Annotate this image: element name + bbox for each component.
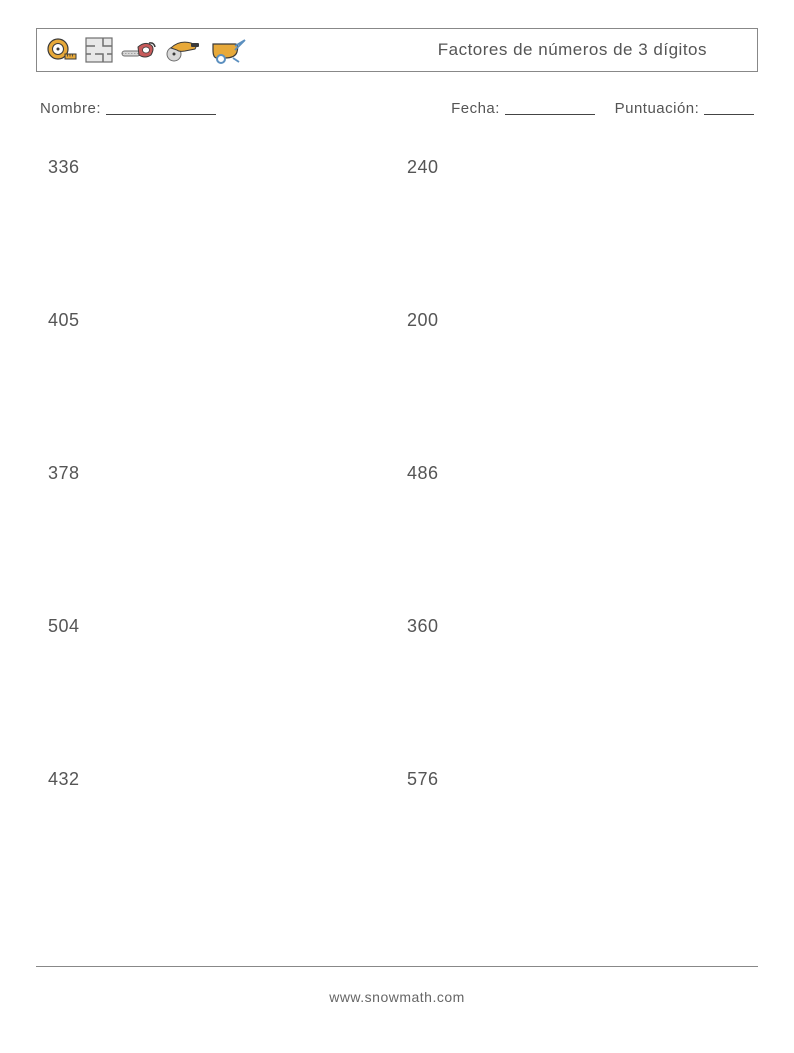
header-box: Factores de números de 3 dígitos (36, 28, 758, 72)
score-field: Puntuación: (615, 100, 754, 117)
date-field: Fecha: (451, 100, 595, 117)
problem-cell: 360 (407, 616, 746, 637)
footer-link[interactable]: www.snowmath.com (0, 989, 794, 1005)
chainsaw-icon (121, 37, 157, 63)
problem-cell: 200 (407, 310, 746, 331)
date-label: Fecha: (451, 100, 500, 117)
problems-grid: 336 240 405 200 378 486 504 360 432 576 (48, 157, 746, 790)
problem-cell: 576 (407, 769, 746, 790)
problem-cell: 405 (48, 310, 387, 331)
footer-divider (36, 966, 758, 967)
name-label: Nombre: (40, 100, 101, 117)
problem-cell: 240 (407, 157, 746, 178)
meta-row: Nombre: Fecha: Puntuación: (40, 100, 754, 117)
problem-cell: 336 (48, 157, 387, 178)
header-icons (47, 36, 247, 64)
circular-saw-icon (165, 37, 201, 63)
maze-icon (85, 37, 113, 63)
name-field: Nombre: (40, 100, 216, 117)
date-blank[interactable] (505, 114, 595, 115)
name-blank[interactable] (106, 114, 216, 115)
wheelbarrow-icon (209, 36, 247, 64)
problem-cell: 504 (48, 616, 387, 637)
tape-measure-icon (47, 37, 77, 63)
problem-cell: 378 (48, 463, 387, 484)
score-label: Puntuación: (615, 100, 700, 117)
problem-cell: 432 (48, 769, 387, 790)
score-blank[interactable] (704, 114, 754, 115)
worksheet-title: Factores de números de 3 dígitos (438, 40, 747, 60)
problem-cell: 486 (407, 463, 746, 484)
